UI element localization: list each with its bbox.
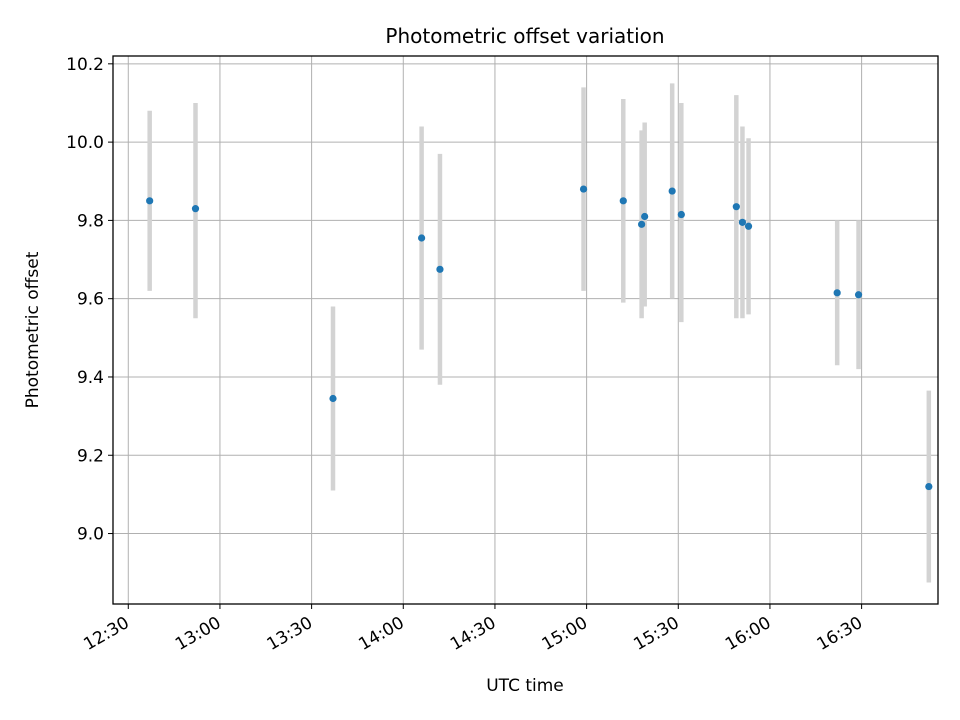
y-tick-label: 10.0: [66, 133, 104, 153]
grid-lines: [113, 56, 938, 604]
data-point: [732, 203, 740, 211]
x-axis-title: UTC time: [486, 676, 564, 696]
y-axis-ticks: 9.0 9.2 9.4 9.6 9.8 10.0 10.2: [66, 55, 113, 545]
data-point: [436, 265, 444, 273]
data-point: [619, 197, 627, 205]
data-points: [146, 185, 933, 491]
data-point: [738, 218, 747, 226]
data-point: [677, 210, 685, 219]
data-point: [146, 197, 154, 205]
data-point: [854, 291, 863, 299]
data-point: [668, 187, 676, 195]
plot-frame: [112, 55, 939, 605]
data-point: [191, 205, 200, 213]
y-tick-label: 9.8: [77, 211, 104, 231]
chart-title: Photometric offset variation: [385, 24, 664, 48]
data-point: [638, 220, 646, 228]
y-tick-label: 9.4: [77, 368, 104, 388]
y-tick-label: 10.2: [66, 55, 104, 75]
data-point: [418, 234, 426, 242]
data-point: [833, 289, 841, 297]
data-point: [641, 212, 649, 221]
y-tick-label: 9.0: [77, 525, 104, 545]
data-point: [579, 185, 588, 193]
y-tick-label: 9.6: [77, 290, 104, 310]
data-point: [329, 394, 337, 403]
y-tick-label: 9.2: [77, 446, 104, 466]
data-point: [925, 482, 933, 491]
y-axis-title: Photometric offset: [23, 251, 43, 408]
data-point: [744, 222, 753, 230]
